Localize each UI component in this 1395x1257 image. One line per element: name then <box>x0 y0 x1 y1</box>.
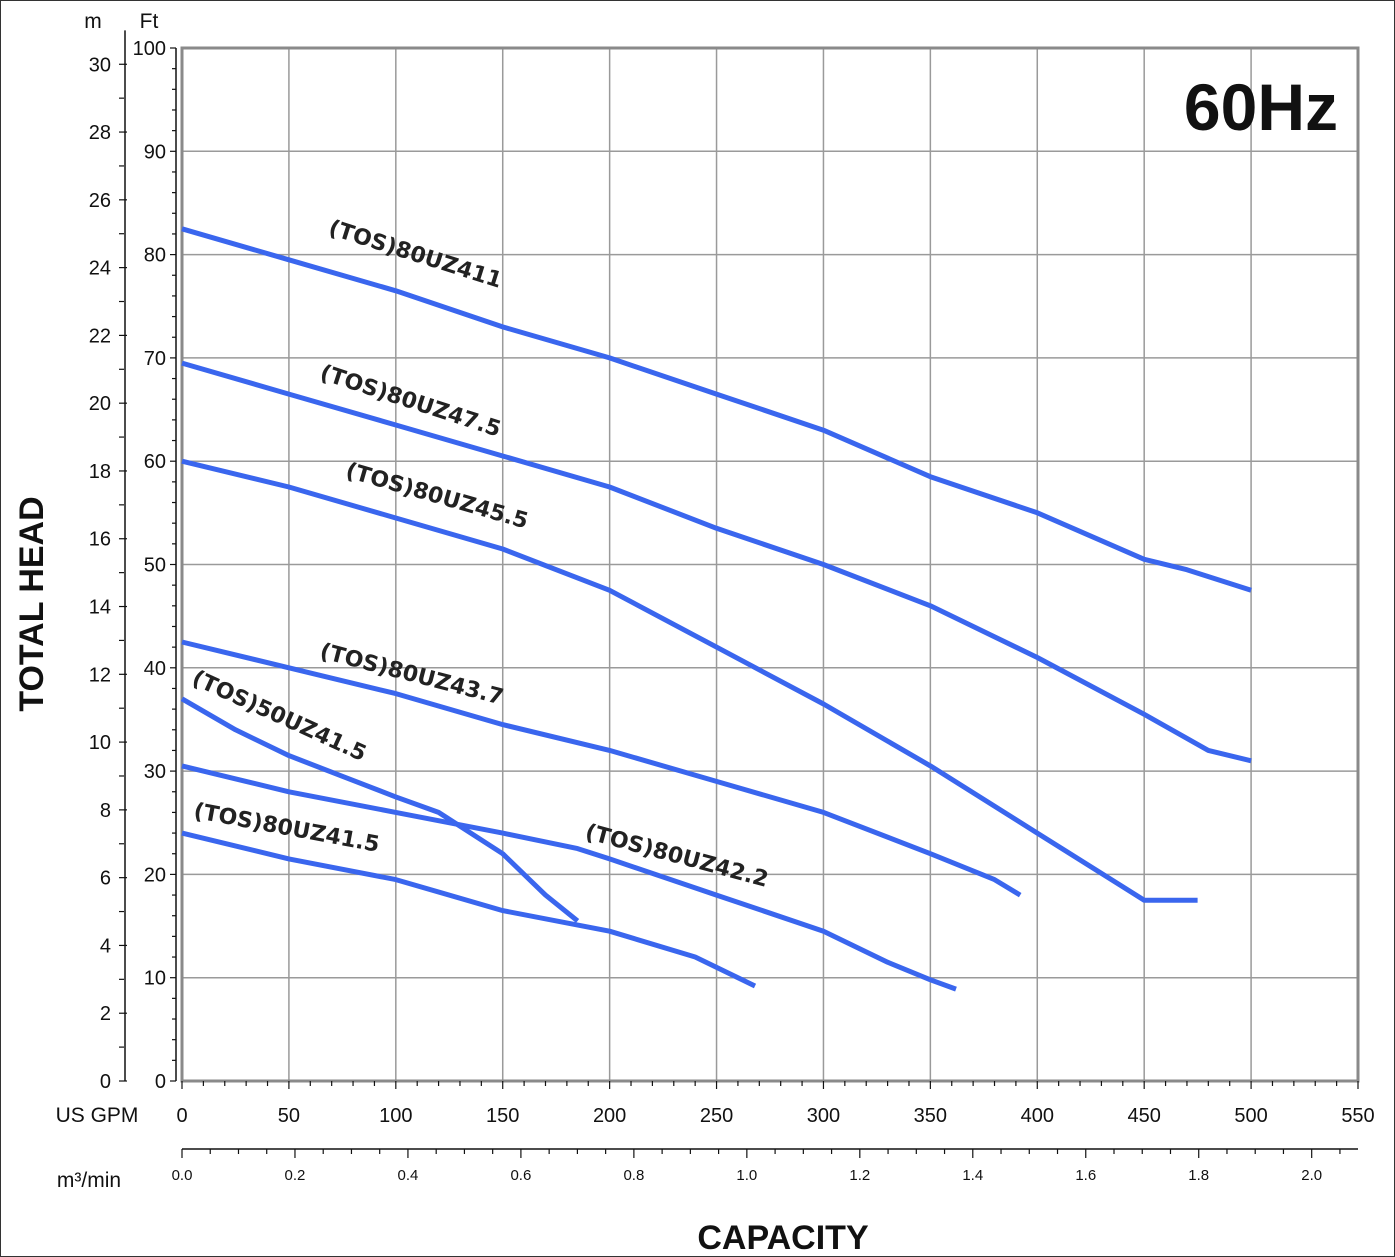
series-lines <box>180 226 1252 992</box>
y-tick-label-ft: 90 <box>144 141 166 163</box>
series-line-tos-80uz42-2 <box>181 763 957 992</box>
x-tick-label-gpm: 200 <box>593 1105 626 1127</box>
x-tick-label-gpm: 350 <box>914 1105 947 1127</box>
x-tick-label-gpm: 550 <box>1341 1105 1374 1127</box>
y-tick-label-m: 26 <box>89 190 111 212</box>
x-tick-label-m3min: 0.4 <box>398 1167 419 1184</box>
y-tick-label-ft: 100 <box>133 38 166 60</box>
y-tick-label-ft: 0 <box>155 1071 166 1093</box>
y-tick-label-m: 22 <box>89 325 111 347</box>
x-tick-label-m3min: 1.4 <box>962 1167 983 1184</box>
grid-lines <box>181 47 1359 1082</box>
x-tick-label-gpm: 250 <box>700 1105 733 1127</box>
y-tick-label-m: 16 <box>89 529 111 551</box>
x-axis-title: CAPACITY <box>697 1219 869 1257</box>
y-tick-label-ft: 70 <box>144 348 166 370</box>
x-unit-m3min: m³/min <box>57 1169 121 1192</box>
x-tick-label-gpm: 300 <box>807 1105 840 1127</box>
x-tick-label-m3min: 1.6 <box>1075 1167 1096 1184</box>
x-unit-gpm: US GPM <box>56 1104 139 1127</box>
y-tick-label-m: 10 <box>89 732 111 754</box>
y-tick-label-m: 28 <box>89 122 111 144</box>
series-line-tos-80uz43-7 <box>181 639 1022 898</box>
x-tick-label-m3min: 0.2 <box>285 1167 306 1184</box>
y-tick-label-ft: 60 <box>144 451 166 473</box>
y-tick-label-m: 0 <box>100 1071 111 1093</box>
x-tick-label-gpm: 0 <box>176 1105 187 1127</box>
y-tick-label-m: 6 <box>100 868 111 890</box>
x-tick-label-m3min: 0.6 <box>510 1167 531 1184</box>
y-tick-label-ft: 50 <box>144 555 166 577</box>
series-label-tos-80uz41-5: (TOS)80UZ41.5 <box>192 799 382 858</box>
y-tick-label-m: 18 <box>89 461 111 483</box>
x-tick-label-gpm: 50 <box>278 1105 300 1127</box>
y-tick-label-m: 2 <box>100 1003 111 1025</box>
x-tick-label-m3min: 1.2 <box>849 1167 870 1184</box>
x-tick-label-gpm: 450 <box>1127 1105 1160 1127</box>
x-tick-label-m3min: 1.0 <box>736 1167 757 1184</box>
x-tick-label-gpm: 150 <box>486 1105 519 1127</box>
series-line-tos-80uz45-5 <box>181 458 1198 903</box>
x-tick-label-m3min: 2.0 <box>1301 1167 1322 1184</box>
series-line-tos-50uz41-5 <box>180 696 580 923</box>
y-axis-title: TOTAL HEAD <box>13 496 51 711</box>
y-tick-label-ft: 10 <box>144 968 166 990</box>
y-tick-label-m: 20 <box>89 393 111 415</box>
y-tick-label-m: 30 <box>89 54 111 76</box>
plot-area-border <box>180 46 1360 1083</box>
x-tick-label-gpm: 400 <box>1021 1105 1054 1127</box>
x-tick-label-m3min: 0.0 <box>172 1167 193 1184</box>
x-tick-label-gpm: 500 <box>1234 1105 1267 1127</box>
y-tick-label-ft: 80 <box>144 245 166 267</box>
y-tick-label-ft: 20 <box>144 864 166 886</box>
y-tick-label-m: 8 <box>100 800 111 822</box>
y-tick-label-m: 4 <box>100 935 111 957</box>
axes: 0102030405060708090100024681012141618202… <box>89 30 1375 1184</box>
x-tick-label-m3min: 0.8 <box>623 1167 644 1184</box>
series-line-tos-80uz411 <box>181 226 1252 593</box>
series-line-tos-80uz41-5 <box>181 830 757 989</box>
x-tick-label-m3min: 1.8 <box>1188 1167 1209 1184</box>
y-unit-ft: Ft <box>140 10 159 33</box>
y-tick-label-ft: 30 <box>144 761 166 783</box>
y-tick-label-m: 12 <box>89 664 111 686</box>
y-tick-label-m: 14 <box>89 597 111 619</box>
y-tick-label-ft: 40 <box>144 658 166 680</box>
y-tick-label-m: 24 <box>89 258 111 280</box>
series-line-tos-80uz47-5 <box>181 360 1252 764</box>
frequency-badge: 60Hz <box>1184 70 1338 144</box>
x-tick-label-gpm: 100 <box>379 1105 412 1127</box>
y-unit-m: m <box>84 10 102 33</box>
